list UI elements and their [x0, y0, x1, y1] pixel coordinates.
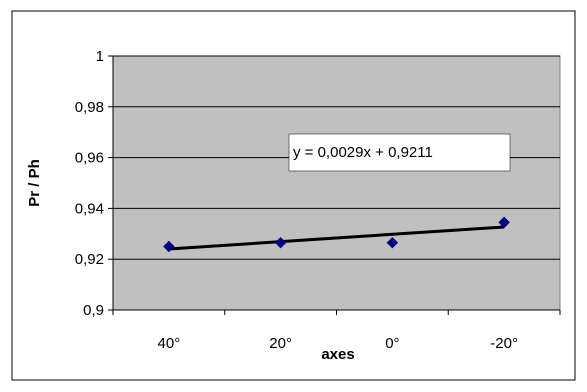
gridlines [113, 55, 560, 260]
equation-box: y = 0,0029x + 0,9211 [288, 133, 511, 172]
x-tick-labels: 40° 20° 0° -20° [158, 335, 518, 352]
data-points [163, 216, 510, 253]
axes [108, 55, 561, 315]
trendline-equation: y = 0,0029x + 0,9211 [293, 144, 433, 161]
plot-area [112, 55, 561, 311]
data-point-marker [386, 236, 399, 249]
x-tick-label: 20° [269, 335, 292, 352]
y-tick-label: 1 [96, 48, 104, 65]
trendline-group [168, 225, 505, 251]
y-axis-title: Pr / Ph [26, 159, 43, 207]
y-tick-label: 0,96 [75, 150, 104, 167]
y-tick-labels: 0,9 0,92 0,94 0,96 0,98 1 [75, 48, 104, 319]
data-point-marker [163, 240, 175, 253]
data-point-marker [498, 216, 510, 229]
x-axis-title: axes [321, 346, 354, 363]
x-tick-label: 0° [385, 335, 399, 352]
y-tick-label: 0,92 [75, 251, 104, 268]
y-tick-label: 0,98 [75, 99, 104, 116]
x-tick-label: -20° [490, 335, 518, 352]
y-tick-label: 0,94 [75, 200, 104, 217]
x-tick-label: 40° [158, 335, 181, 352]
trendline [168, 225, 505, 251]
y-tick-label: 0,9 [83, 302, 104, 319]
data-point-marker [274, 236, 287, 249]
